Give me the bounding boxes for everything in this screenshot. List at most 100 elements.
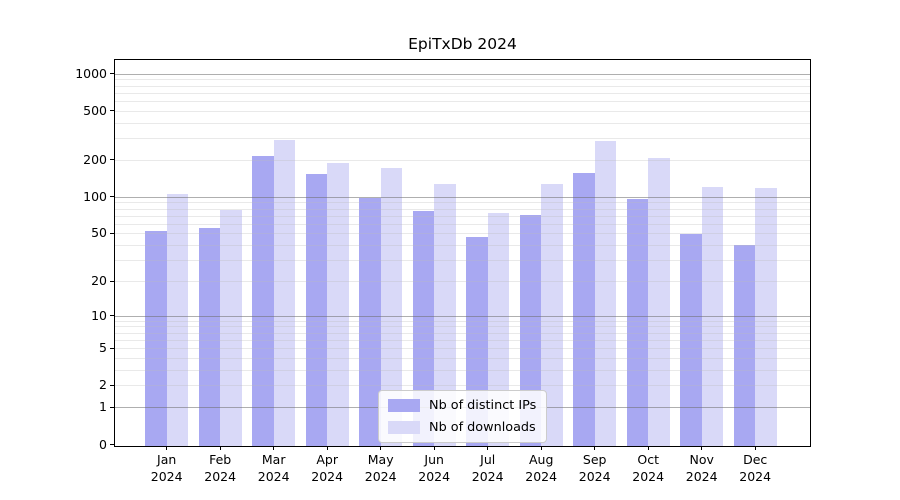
- bar-distinct-ips-may: [359, 198, 381, 446]
- gridline-minor: [115, 110, 810, 112]
- x-tick-label: Oct 2024: [632, 452, 665, 484]
- legend: Nb of distinct IPs Nb of downloads: [378, 390, 548, 443]
- bar-distinct-ips-dec: [733, 245, 756, 446]
- gridline-minor: [115, 369, 810, 371]
- legend-label-downloads: Nb of downloads: [429, 420, 536, 435]
- y-tick-label: 200: [83, 151, 107, 167]
- gridline-minor: [115, 245, 810, 247]
- x-tick-label: Aug 2024: [525, 452, 558, 484]
- bar-downloads-jun: [434, 183, 456, 446]
- legend-swatch-distinct-ips: [388, 399, 420, 412]
- bar-downloads-feb: [220, 209, 242, 446]
- y-tick-mark: [110, 384, 114, 387]
- y-tick-label: 100: [83, 188, 107, 204]
- bar-distinct-ips-nov: [680, 234, 702, 446]
- legend-entry-distinct-ips: Nb of distinct IPs: [388, 398, 536, 413]
- x-tick-label: Jun 2024: [418, 452, 451, 484]
- bar-distinct-ips-aug: [519, 214, 542, 446]
- bar-downloads-dec: [755, 188, 777, 446]
- y-tick-mark: [110, 315, 114, 317]
- bar-downloads-mar: [273, 139, 296, 446]
- bar-downloads-may: [380, 168, 403, 446]
- y-tick-label: 5: [99, 340, 107, 356]
- x-tick-mark: [540, 446, 542, 450]
- bar-downloads-aug: [541, 183, 563, 446]
- gridline-minor: [115, 122, 810, 124]
- legend-entry-downloads: Nb of downloads: [388, 420, 536, 435]
- y-tick-mark: [110, 232, 114, 235]
- x-tick-label: Dec 2024: [739, 452, 772, 484]
- y-tick-mark: [110, 110, 114, 112]
- x-tick-label: Jul 2024: [471, 452, 504, 484]
- x-tick-mark: [273, 446, 275, 450]
- ticks-layer: 1000 500 200 100 50 20 10 5 2 1 0 Jan 2024 Feb 2024 Mar…: [75, 60, 810, 484]
- y-tick-label: 1: [99, 399, 107, 415]
- gridline-minor: [115, 215, 810, 217]
- bar-downloads-apr: [327, 162, 349, 446]
- gridline-minor: [115, 138, 810, 140]
- x-tick-label: Sep 2024: [578, 452, 611, 484]
- y-tick-mark: [110, 73, 114, 75]
- gridline-minor: [115, 348, 810, 350]
- x-tick-mark: [326, 446, 328, 450]
- gridline-minor: [115, 332, 810, 334]
- bar-distinct-ips-jan: [145, 231, 167, 446]
- x-tick-mark: [647, 446, 649, 450]
- x-tick-mark: [166, 446, 168, 450]
- gridline-minor: [115, 281, 810, 282]
- bar-downloads-sep: [594, 141, 617, 446]
- gridline-minor: [115, 208, 810, 210]
- x-tick-mark: [219, 446, 221, 450]
- gridline-minor: [115, 202, 810, 204]
- gridline-major: [115, 315, 810, 317]
- x-tick-mark: [487, 446, 489, 450]
- gridline-minor: [115, 358, 810, 360]
- gridline-minor: [115, 233, 810, 235]
- x-tick-label: Nov 2024: [685, 452, 718, 484]
- bar-downloads-jul: [487, 213, 510, 446]
- x-tick-mark: [380, 446, 382, 450]
- y-tick-label: 10: [91, 307, 107, 323]
- x-tick-mark: [701, 446, 703, 450]
- y-tick-label: 0: [99, 436, 107, 452]
- bar-downloads-oct: [648, 157, 670, 446]
- y-tick-label: 1000: [75, 65, 107, 81]
- gridline-major: [115, 196, 810, 198]
- gridline-minor: [115, 85, 810, 87]
- x-tick-label: Jan 2024: [150, 452, 183, 484]
- bar-downloads-jan: [166, 193, 189, 446]
- gridline-minor: [115, 100, 810, 102]
- y-tick-label: 2: [99, 377, 107, 393]
- gridline-minor: [115, 326, 810, 328]
- grid-layer: [115, 60, 810, 446]
- y-tick-mark: [110, 159, 114, 161]
- gridline-major: [115, 73, 810, 75]
- gridline-minor: [115, 339, 810, 341]
- gridline-minor: [115, 159, 810, 161]
- x-tick-mark: [594, 446, 596, 450]
- y-tick-label: 500: [83, 102, 107, 118]
- x-tick-mark: [754, 446, 756, 450]
- bar-distinct-ips-feb: [198, 228, 221, 446]
- bar-distinct-ips-sep: [573, 172, 595, 446]
- chart-title: EpiTxDb 2024: [408, 35, 517, 53]
- y-tick-mark: [110, 280, 114, 282]
- y-tick-mark: [110, 347, 114, 349]
- gridline-minor: [115, 320, 810, 322]
- legend-label-distinct-ips: Nb of distinct IPs: [429, 398, 537, 413]
- y-tick-mark: [110, 444, 114, 446]
- y-tick-label: 50: [91, 225, 107, 241]
- bar-distinct-ips-apr: [305, 174, 328, 446]
- x-tick-label: Mar 2024: [257, 452, 290, 484]
- x-tick-label: Apr 2024: [311, 452, 344, 484]
- gridline-minor: [115, 92, 810, 94]
- x-tick-mark: [433, 446, 435, 450]
- x-tick-label: May 2024: [364, 452, 397, 484]
- y-tick-mark: [110, 406, 114, 408]
- gridline-minor: [115, 223, 810, 225]
- legend-swatch-downloads: [388, 421, 420, 434]
- y-tick-label: 20: [91, 273, 107, 288]
- y-tick-mark: [110, 196, 114, 198]
- gridline-minor: [115, 385, 810, 387]
